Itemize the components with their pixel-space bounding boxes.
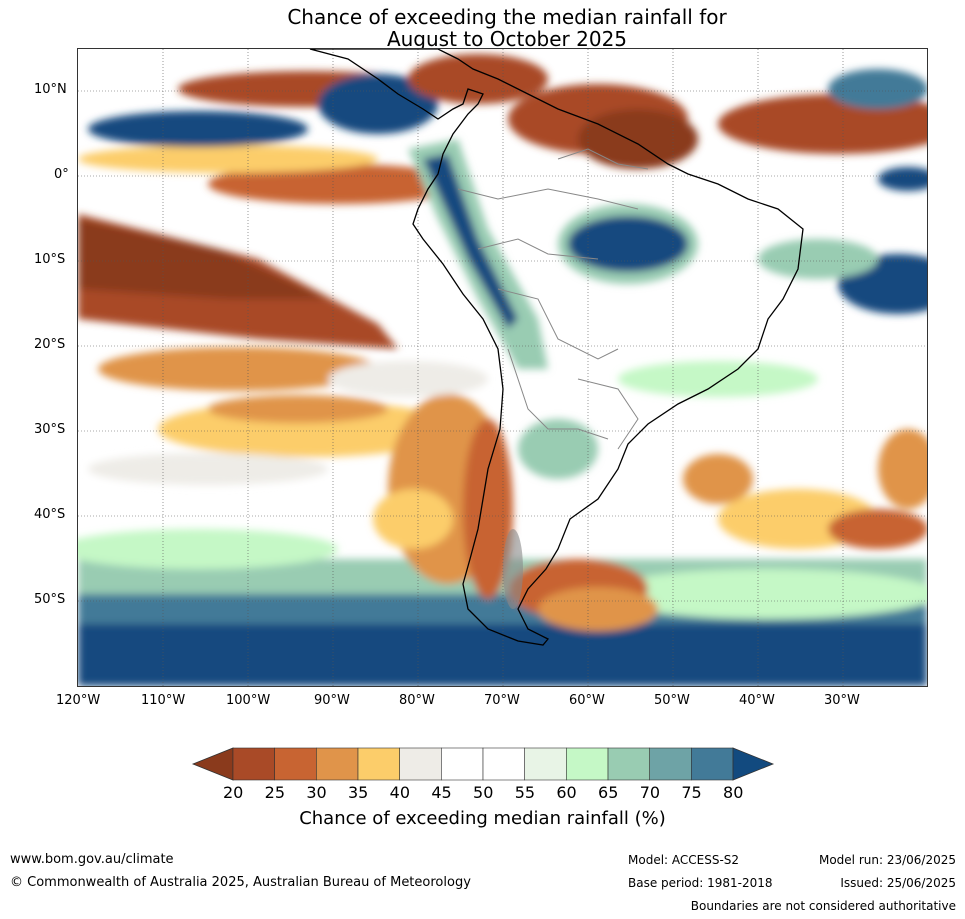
lon-label: 100°W xyxy=(226,693,271,708)
lat-label: 20°S xyxy=(34,337,66,352)
model-name: Model: ACCESS-S2 xyxy=(628,853,740,867)
graticule xyxy=(78,49,927,686)
colorbar-tick-label: 45 xyxy=(431,783,452,802)
lon-label: 40°W xyxy=(739,693,775,708)
lat-label: 10°N xyxy=(34,82,67,97)
colorbar-tick-label: 70 xyxy=(639,783,661,802)
issued-date: Issued: 25/06/2025 xyxy=(840,876,956,890)
lon-label: 90°W xyxy=(314,693,350,708)
lon-label: 120°W xyxy=(56,693,101,708)
copyright-text: © Commonwealth of Australia 2025, Austra… xyxy=(10,875,471,890)
colorbar-cell xyxy=(524,747,567,781)
rainfall-anomaly-fields xyxy=(78,54,927,686)
colorbar-cell xyxy=(649,747,692,781)
lat-label: 10°S xyxy=(34,252,66,267)
colorbar-cell xyxy=(232,747,275,781)
colorbar-label: Chance of exceeding median rainfall (%) xyxy=(299,808,666,829)
model-run-date: Model run: 23/06/2025 xyxy=(818,853,956,867)
colorbar-tick-label: 30 xyxy=(306,783,327,802)
colorbar-low-extend xyxy=(191,747,234,781)
lon-label: 30°W xyxy=(824,693,860,708)
colorbar-tick-label: 50 xyxy=(473,783,494,802)
colorbar-cell xyxy=(274,747,317,781)
colorbar-tick-label: 25 xyxy=(264,783,286,802)
colorbar-tick-label: 80 xyxy=(723,783,744,802)
colorbar-cell xyxy=(399,747,442,781)
colorbar-cell xyxy=(607,747,650,781)
map-canvas xyxy=(78,49,927,686)
colorbar-tick-label: 60 xyxy=(556,783,577,802)
lat-label: 40°S xyxy=(34,507,66,522)
colorbar-tick-label: 40 xyxy=(389,783,411,802)
lat-label: 0° xyxy=(54,167,69,182)
patagonia-islands xyxy=(503,529,523,609)
lon-label: 50°W xyxy=(654,693,690,708)
colorbar-cell xyxy=(482,747,525,781)
lon-label: 60°W xyxy=(569,693,605,708)
map-title-line2: August to October 2025 xyxy=(386,27,628,51)
colorbar-high-extend xyxy=(732,747,775,781)
colorbar-tick-label: 35 xyxy=(348,783,369,802)
south-america-coastline xyxy=(309,49,804,646)
website-link[interactable]: www.bom.gov.au/climate xyxy=(10,852,174,867)
rainfall-map xyxy=(77,48,928,687)
map-title-line1: Chance of exceeding the median rainfall … xyxy=(287,5,727,29)
boundaries-disclaimer: Boundaries are not considered authoritat… xyxy=(690,899,956,913)
lon-label: 110°W xyxy=(141,693,186,708)
lat-label: 30°S xyxy=(34,422,66,437)
lon-label: 70°W xyxy=(484,693,520,708)
base-period: Base period: 1981-2018 xyxy=(628,876,773,890)
country-borders xyxy=(457,148,649,450)
colorbar-cell xyxy=(691,747,734,781)
colorbar-cell xyxy=(357,747,400,781)
colorbar xyxy=(191,747,775,781)
colorbar-tick-label: 75 xyxy=(681,783,702,802)
lon-label: 80°W xyxy=(399,693,435,708)
lat-label: 50°S xyxy=(34,592,66,607)
colorbar-cell xyxy=(316,747,359,781)
colorbar-tick-label: 20 xyxy=(223,783,244,802)
colorbar-tick-label: 65 xyxy=(598,783,619,802)
colorbar-cell xyxy=(441,747,484,781)
colorbar-cell xyxy=(566,747,609,781)
colorbar-tick-label: 55 xyxy=(514,783,536,802)
